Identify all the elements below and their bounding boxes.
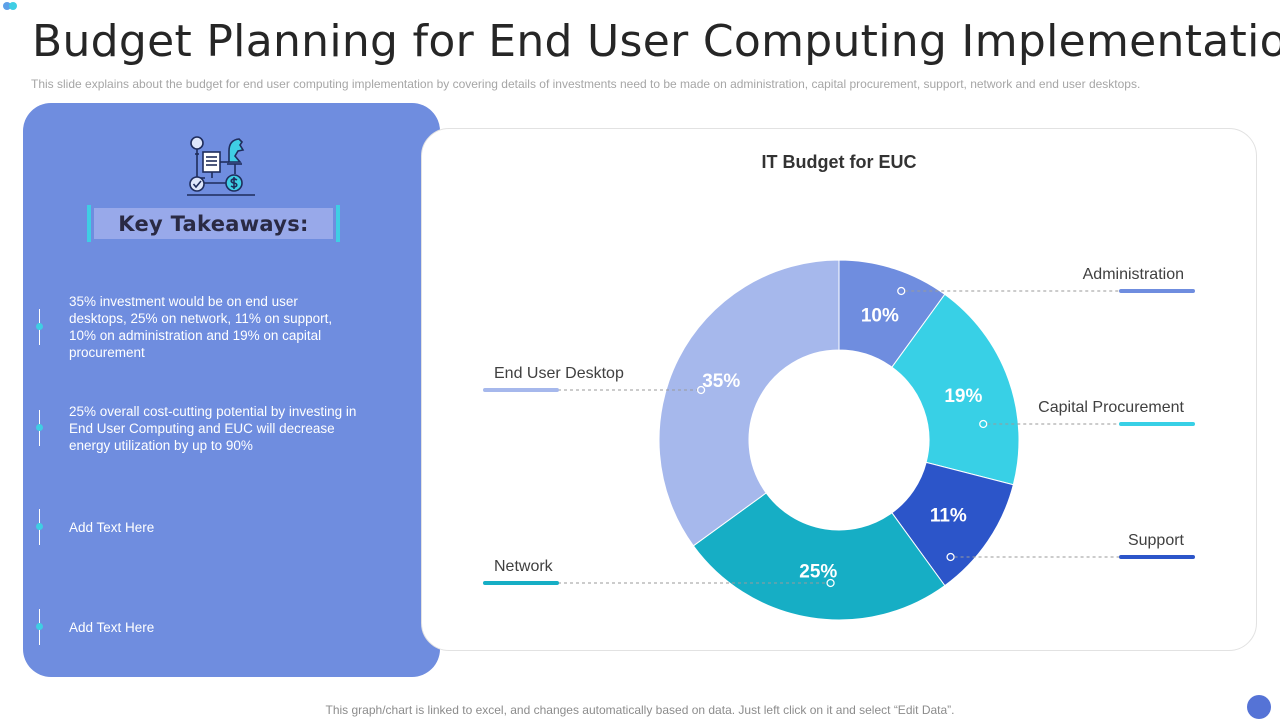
bullet-marker bbox=[35, 509, 45, 545]
slide-subtitle: This slide explains about the budget for… bbox=[31, 77, 1141, 91]
category-label: End User Desktop bbox=[494, 365, 624, 382]
slice-value-label: 19% bbox=[944, 386, 982, 407]
leader-marker bbox=[979, 419, 988, 429]
category-label: Network bbox=[494, 558, 554, 575]
slice-value-label: 25% bbox=[799, 562, 837, 583]
key-takeaways-heading-box: Key Takeaways: bbox=[87, 205, 340, 242]
takeaway-text: 35% investment would be on end user desk… bbox=[69, 294, 333, 360]
bullet-marker bbox=[35, 410, 45, 446]
bullet-marker bbox=[35, 309, 45, 345]
slice-value-label: 10% bbox=[861, 305, 899, 326]
takeaway-text: Add Text Here bbox=[69, 620, 155, 635]
slide-title: Budget Planning for End User Computing I… bbox=[32, 16, 1280, 67]
takeaway-text: Add Text Here bbox=[69, 520, 155, 535]
slice-value-label: 11% bbox=[930, 505, 967, 526]
leader-marker bbox=[826, 578, 835, 588]
chart-title: IT Budget for EUC bbox=[762, 152, 917, 172]
donut-slice bbox=[658, 259, 840, 547]
donut-slice bbox=[891, 293, 1020, 486]
corner-dots bbox=[3, 2, 17, 10]
leader-marker bbox=[946, 552, 955, 562]
leader-marker bbox=[696, 385, 706, 395]
leader-marker bbox=[897, 286, 906, 296]
category-label: Capital Procurement bbox=[1038, 399, 1184, 416]
takeaways-panel: Key Takeaways: 35% investment would be o… bbox=[23, 103, 440, 677]
category-label: Administration bbox=[1083, 266, 1184, 283]
bullet-marker bbox=[35, 609, 45, 645]
donut-slice bbox=[692, 492, 946, 621]
strategy-icon bbox=[185, 134, 257, 198]
takeaway-text: 25% overall cost-cutting potential by in… bbox=[69, 404, 357, 453]
corner-dot bbox=[3, 2, 11, 10]
key-takeaways-heading: Key Takeaways: bbox=[118, 211, 309, 236]
slice-value-label: 35% bbox=[702, 371, 740, 392]
footer-note: This graph/chart is linked to excel, and… bbox=[325, 703, 955, 717]
corner-dot bbox=[9, 2, 17, 10]
corner-circle bbox=[1247, 695, 1271, 719]
category-label: Support bbox=[1128, 532, 1185, 549]
